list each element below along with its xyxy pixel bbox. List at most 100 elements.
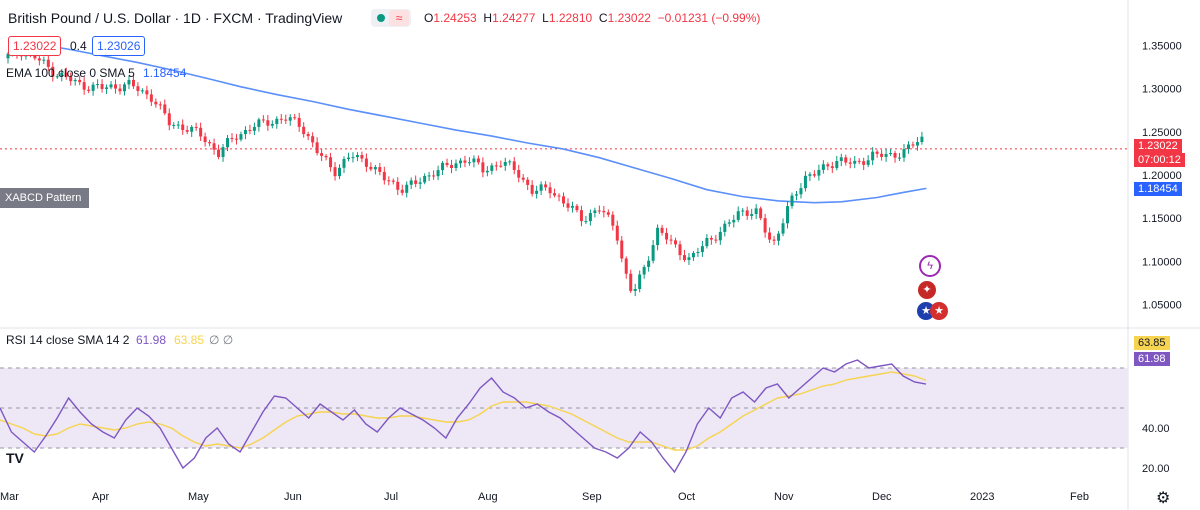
candle-body [494,165,498,167]
candle-body [109,84,113,88]
candle-body [642,266,646,275]
uk-flag-icon[interactable]: ✦ [918,281,936,299]
candle-body [853,160,857,164]
candle-body [889,153,893,155]
lightning-event-icon[interactable]: ϟ [919,255,941,277]
candle-body [167,113,171,126]
candle-body [602,210,606,213]
candle-body [91,84,95,91]
candle-body [315,142,319,154]
candle-body [441,162,445,171]
candle-body [732,219,736,223]
candle-body [140,90,144,92]
candle-body [329,157,333,168]
price-tick-label: 1.30000 [1142,84,1182,96]
candle-body [611,214,615,226]
candle-body [548,187,552,194]
candle-body [772,239,776,241]
candle-body [6,53,10,59]
candle-body [665,232,669,240]
candle-body [517,170,521,178]
candle-body [741,210,745,212]
tradingview-logo[interactable]: TV [6,450,24,466]
candle-body [799,188,803,195]
candle-body [378,167,382,172]
candle-body [46,59,50,67]
us-flag-icon-2[interactable]: ★ [930,302,948,320]
candle-body [660,227,664,233]
candle-body [862,161,866,165]
candle-body [848,162,852,164]
sell-price-box[interactable]: 1.23022 [8,36,62,56]
candle-body [678,244,682,256]
candle-body [584,221,588,223]
candle-body [400,189,404,193]
x-axis-label: Apr [92,491,109,503]
candle-body [127,79,131,85]
candle-body [387,180,391,182]
candle-body [450,165,454,168]
candle-body [911,144,915,146]
candle-body [149,94,153,102]
candle-body [284,119,288,121]
candle-body [566,203,570,208]
candle-body [647,260,651,267]
candle-body [481,162,485,173]
ohlc-readout: O1.24253 H1.24277 L1.22810 C1.23022 −0.0… [424,11,761,25]
rsi-tick-label: 40.00 [1142,423,1170,435]
xabcd-pattern-label[interactable]: XABCD Pattern [0,188,89,208]
alert-icon[interactable]: ≈ [389,10,409,26]
candle-body [248,129,252,131]
candle-body [763,218,767,233]
market-open-dot [377,14,385,22]
candle-body [830,166,834,169]
candle-body [391,180,395,182]
candle-body [172,124,176,126]
candle-body [351,157,355,159]
rsi-value-tag: 61.98 [1134,352,1170,366]
candle-body [293,117,297,119]
rsi-tick-label: 20.00 [1142,463,1170,475]
candle-body [620,240,624,259]
x-axis-label: Jul [384,491,398,503]
ema-legend[interactable]: EMA 100 close 0 SMA 5 [6,66,135,80]
rsi-legend[interactable]: RSI 14 close SMA 14 2 [6,333,130,347]
candle-body [230,138,234,140]
candle-body [382,171,386,181]
candle-body [535,190,539,194]
spread-label: 0.4 [70,39,87,53]
candle-body [656,227,660,246]
candle-body [338,167,342,177]
buy-price-box[interactable]: 1.23026 [92,36,146,56]
candle-body [750,214,754,216]
candle-body [239,134,243,140]
candle-body [579,210,583,222]
candle-body [508,161,512,163]
rsi-extra-legend: ∅ ∅ [209,333,234,347]
candle-body [100,84,104,89]
candle-body [575,205,579,211]
candle-body [154,101,158,105]
candle-body [261,119,265,121]
candle-body [257,119,261,127]
gear-icon[interactable]: ⚙ [1156,490,1171,507]
x-axis-label: 2023 [970,491,994,503]
x-axis-label: Oct [678,491,695,503]
candle-body [915,142,919,146]
last-price-tag: 1.23022 [1134,139,1182,153]
candle-body [96,84,100,86]
price-tick-label: 1.05000 [1142,300,1182,312]
candle-body [499,165,503,167]
candle-body [427,175,431,177]
candle-body [485,170,489,173]
candle-body [624,258,628,274]
candle-body [396,181,400,190]
candle-body [691,252,695,258]
symbol-title[interactable]: British Pound / U.S. Dollar · 1D · FXCM … [8,10,343,26]
candle-body [467,162,471,164]
candle-body [794,194,798,196]
candle-body [745,210,749,216]
candle-body [884,154,888,157]
candle-body [786,206,790,224]
